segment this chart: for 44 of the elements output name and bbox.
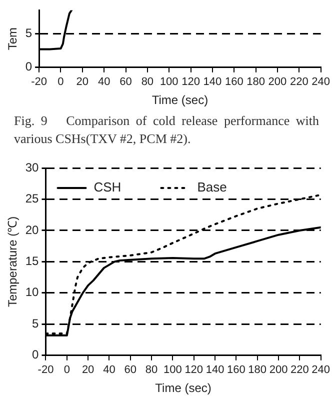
y-axis-title: Tem — [6, 27, 20, 50]
x-tick-label: 20 — [82, 364, 94, 376]
x-tick-label: 180 — [246, 76, 265, 88]
x-tick-label: 0 — [64, 364, 70, 376]
x-tick-label: 40 — [98, 76, 110, 88]
y-tick-label: 10 — [25, 285, 40, 300]
x-tick-label: -20 — [38, 364, 54, 376]
y-tick-label: 5 — [32, 316, 40, 330]
x-tick-label: 200 — [268, 76, 287, 88]
x-tick-label: 160 — [224, 76, 244, 88]
legend-label: CSH — [94, 180, 122, 195]
x-tick-label: 140 — [206, 364, 224, 376]
y-axis-title: Temperature (℃) — [6, 216, 20, 308]
y-tick-label: 0 — [25, 60, 32, 74]
x-axis-title: Time (sec) — [152, 93, 208, 108]
x-tick-label: 220 — [290, 364, 309, 376]
x-tick-label: 60 — [124, 364, 137, 376]
y-tick-label: 30 — [25, 160, 40, 174]
y-tick-label: 5 — [25, 26, 32, 40]
x-tick-label: 60 — [120, 76, 132, 88]
x-tick-label: 0 — [58, 76, 64, 88]
x-tick-label: 80 — [141, 76, 154, 88]
x-tick-label: -20 — [31, 76, 48, 88]
y-tick-label: 20 — [25, 222, 40, 237]
x-tick-label: 240 — [312, 76, 330, 88]
y-tick-label: 25 — [25, 192, 40, 206]
x-tick-label: 180 — [248, 364, 267, 376]
x-tick-label: 120 — [182, 76, 200, 88]
y-tick-label: 15 — [25, 254, 40, 268]
x-tick-label: 40 — [103, 364, 116, 376]
x-tick-label: 100 — [160, 76, 178, 88]
x-tick-label: 240 — [312, 364, 330, 376]
x-tick-label: 120 — [184, 364, 204, 376]
x-tick-label: 100 — [164, 364, 182, 376]
legend-label: Base — [197, 180, 227, 195]
x-tick-label: 80 — [145, 364, 158, 376]
x-tick-label: 20 — [76, 76, 89, 88]
x-tick-label: 140 — [203, 76, 222, 88]
caption: Fig. 9 Comparison of cold release performance with various CSHs(TXV #2, PCM #2). — [14, 112, 319, 148]
x-tick-label: 220 — [290, 76, 308, 88]
x-tick-label: 160 — [227, 364, 246, 376]
y-tick-label: 0 — [32, 348, 40, 362]
x-axis-title: Time (sec) — [155, 381, 212, 396]
x-tick-label: 200 — [269, 364, 288, 376]
